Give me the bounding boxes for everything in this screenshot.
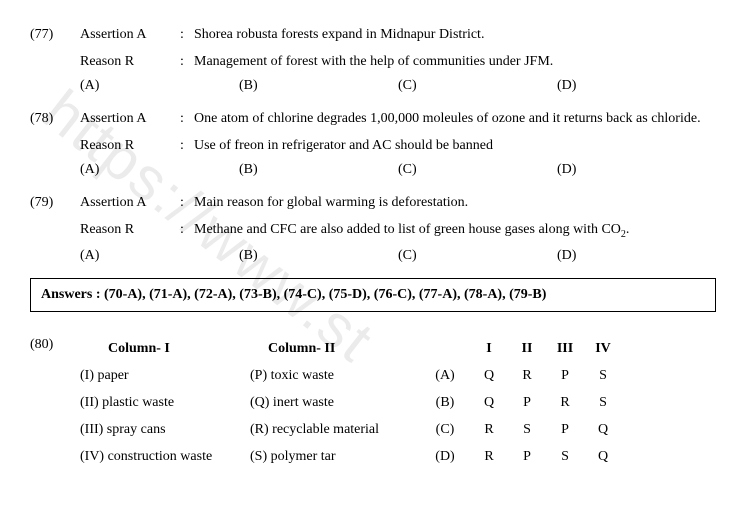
assertion-text: One atom of chlorine degrades 1,00,000 m… xyxy=(194,108,716,129)
assertion-label: Assertion A xyxy=(80,192,180,213)
option-a[interactable]: (A) xyxy=(80,78,239,94)
question-row: (78) Assertion A : One atom of chlorine … xyxy=(30,108,716,129)
options-row: (A) (B) (C) (D) xyxy=(80,162,716,178)
col1-item: (II) plastic waste xyxy=(80,392,250,413)
roman-header: III xyxy=(546,338,584,359)
option-b[interactable]: (B) xyxy=(239,248,398,264)
assertion-text: Shorea robusta forests expand in Midnapu… xyxy=(194,24,716,45)
answer-row[interactable]: (D) R P S Q xyxy=(420,446,716,467)
colon: : xyxy=(180,219,194,242)
assertion-label: Assertion A xyxy=(80,108,180,129)
options-row: (A) (B) (C) (D) xyxy=(80,248,716,264)
col2-item: (Q) inert waste xyxy=(250,392,420,413)
reason-label: Reason R xyxy=(80,51,180,72)
answer-cell: Q xyxy=(470,365,508,386)
answer-cell: S xyxy=(508,419,546,440)
answer-header-row: I II III IV xyxy=(420,338,716,359)
answer-cell: R xyxy=(508,365,546,386)
question-row: Reason R : Methane and CFC are also adde… xyxy=(30,219,716,242)
colon: : xyxy=(180,192,194,213)
option-label: (D) xyxy=(420,446,470,467)
question-number: (80) xyxy=(30,334,80,473)
col1-item: (III) spray cans xyxy=(80,419,250,440)
question-row: Reason R : Use of freon in refrigerator … xyxy=(30,135,716,156)
option-b[interactable]: (B) xyxy=(239,162,398,178)
assertion-text: Main reason for global warming is defore… xyxy=(194,192,716,213)
content-container: (77) Assertion A : Shorea robusta forest… xyxy=(30,24,716,473)
option-c[interactable]: (C) xyxy=(398,78,557,94)
col2-item: (P) toxic waste xyxy=(250,365,420,386)
question-row: (77) Assertion A : Shorea robusta forest… xyxy=(30,24,716,45)
option-a[interactable]: (A) xyxy=(80,162,239,178)
question-row: (80) Column- I (I) paper (II) plastic wa… xyxy=(30,334,716,473)
col2-item: (R) recyclable material xyxy=(250,419,420,440)
answer-cell: R xyxy=(546,392,584,413)
roman-header: I xyxy=(470,338,508,359)
question-row: Reason R : Management of forest with the… xyxy=(30,51,716,72)
answer-cell: R xyxy=(470,419,508,440)
reason-text: Use of freon in refrigerator and AC shou… xyxy=(194,135,716,156)
option-b[interactable]: (B) xyxy=(239,78,398,94)
roman-header: II xyxy=(508,338,546,359)
answer-row[interactable]: (B) Q P R S xyxy=(420,392,716,413)
reason-label: Reason R xyxy=(80,219,180,242)
option-label: (C) xyxy=(420,419,470,440)
question-number: (77) xyxy=(30,24,80,45)
options-row: (A) (B) (C) (D) xyxy=(80,78,716,94)
answer-cell: S xyxy=(584,392,622,413)
answer-cell: Q xyxy=(584,446,622,467)
colon: : xyxy=(180,51,194,72)
reason-text: Management of forest with the help of co… xyxy=(194,51,716,72)
col1-item: (I) paper xyxy=(80,365,250,386)
answers-box: Answers : (70-A), (71-A), (72-A), (73-B)… xyxy=(30,278,716,312)
option-d[interactable]: (D) xyxy=(557,162,716,178)
colon: : xyxy=(180,108,194,129)
answer-cell: S xyxy=(584,365,622,386)
option-a[interactable]: (A) xyxy=(80,248,239,264)
answer-row[interactable]: (A) Q R P S xyxy=(420,365,716,386)
answer-cell: P xyxy=(508,446,546,467)
option-d[interactable]: (D) xyxy=(557,248,716,264)
answer-cell: Q xyxy=(470,392,508,413)
column-1-header: Column- I xyxy=(80,338,250,359)
option-d[interactable]: (D) xyxy=(557,78,716,94)
question-row: (79) Assertion A : Main reason for globa… xyxy=(30,192,716,213)
reason-text: Methane and CFC are also added to list o… xyxy=(194,219,716,242)
question-number: (78) xyxy=(30,108,80,129)
col2-item: (S) polymer tar xyxy=(250,446,420,467)
answer-cell: S xyxy=(546,446,584,467)
answer-cell: P xyxy=(508,392,546,413)
roman-header: IV xyxy=(584,338,622,359)
answer-row[interactable]: (C) R S P Q xyxy=(420,419,716,440)
option-c[interactable]: (C) xyxy=(398,248,557,264)
colon: : xyxy=(180,24,194,45)
answer-cell: Q xyxy=(584,419,622,440)
option-label: (B) xyxy=(420,392,470,413)
option-label: (A) xyxy=(420,365,470,386)
column-2-header: Column- II xyxy=(250,338,420,359)
col1-item: (IV) construction waste xyxy=(80,446,250,467)
colon: : xyxy=(180,135,194,156)
answer-cell: P xyxy=(546,365,584,386)
assertion-label: Assertion A xyxy=(80,24,180,45)
question-number: (79) xyxy=(30,192,80,213)
reason-label: Reason R xyxy=(80,135,180,156)
answer-cell: R xyxy=(470,446,508,467)
answer-cell: P xyxy=(546,419,584,440)
option-c[interactable]: (C) xyxy=(398,162,557,178)
